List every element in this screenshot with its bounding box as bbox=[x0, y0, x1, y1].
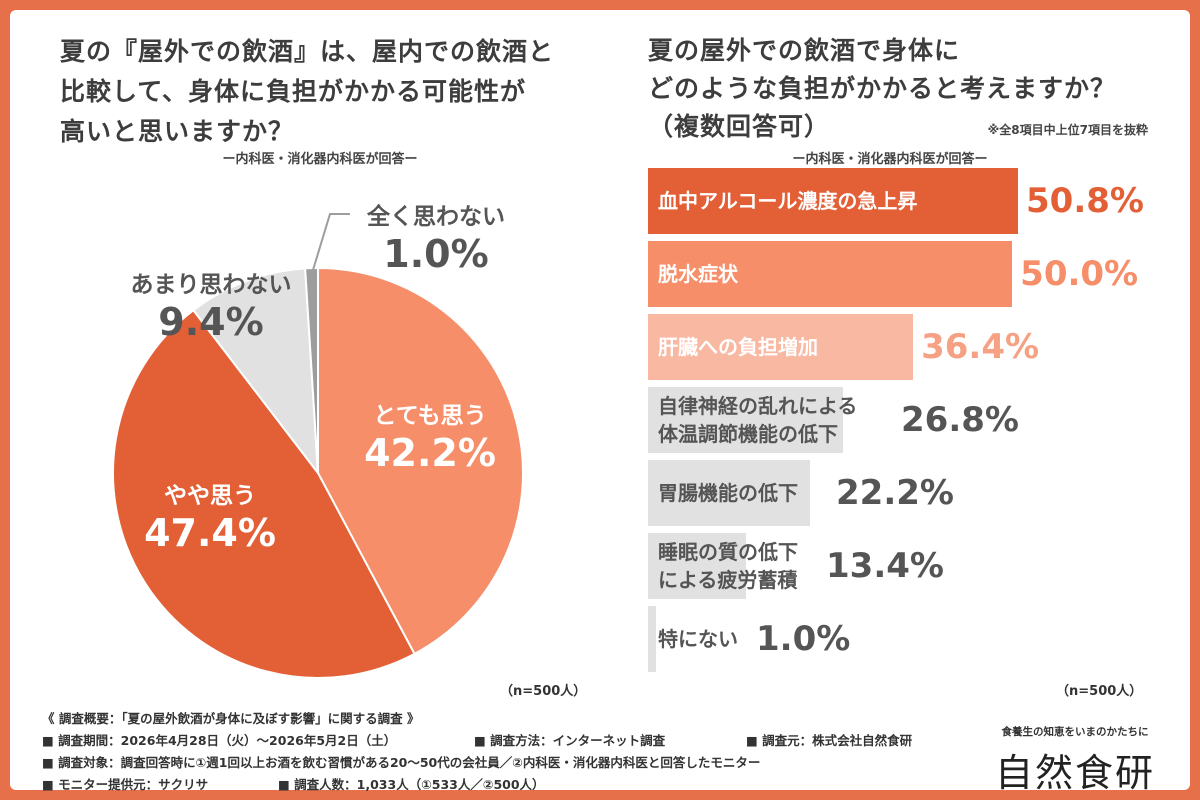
bar-category-label: 肝臓への負担増加 bbox=[658, 335, 818, 359]
survey-title: 《 調査概要：「夏の屋外飲酒が身体に及ぼす影響」に関する調査 》 bbox=[42, 711, 420, 726]
pie-respondent-note: ー内科医・消化器内科医が回答ー bbox=[222, 152, 418, 167]
bar-selection-note: ※全8項目中上位7項目を抜粋 bbox=[987, 123, 1148, 137]
bar-fill bbox=[648, 387, 844, 453]
bar-sample-size: （n=500人） bbox=[1056, 684, 1143, 699]
pie-value-label: 1.0% bbox=[383, 232, 489, 276]
pie-label-mattaku-omowanai: 全く思わない 1.0% bbox=[336, 203, 536, 277]
pie-value-label: 42.2% bbox=[364, 431, 496, 475]
bar-respondent-note: ー内科医・消化器内科医が回答ー bbox=[792, 152, 988, 167]
pie-category-label: あまり思わない bbox=[130, 272, 292, 298]
pie-label-totemo-omou: とても思う 42.2% bbox=[330, 402, 530, 476]
bar-category-label: 血中アルコール濃度の急上昇 bbox=[658, 189, 918, 213]
survey-method: ■ 調査方法：インターネット調査 bbox=[474, 733, 666, 748]
bar-row: 睡眠の質の低下 による疲労蓄積 13.4% bbox=[648, 533, 1168, 599]
survey-target: ■ 調査対象：調査回答時に①週1回以上お酒を飲む習慣がある20～50代の会社員／… bbox=[42, 755, 761, 770]
bar-value-label: 36.4% bbox=[921, 327, 1040, 367]
bar-fill bbox=[648, 533, 746, 599]
bar-category-label: 脱水症状 bbox=[658, 262, 738, 286]
bar-row: 胃腸機能の低下 22.2% bbox=[648, 460, 1168, 526]
bar-row: 肝臓への負担増加 36.4% bbox=[648, 314, 1168, 380]
pie-label-amari-omowanai: あまり思わない 9.4% bbox=[96, 271, 326, 345]
bar-value-label: 22.2% bbox=[836, 473, 954, 513]
pie-question-title: 夏の『屋外での飲酒』は、屋内での飲酒と 比較して、身体に負担がかかる可能性が 高… bbox=[60, 37, 555, 146]
pie-slice-mattaku-omowanai bbox=[304, 266, 319, 474]
pie-leader-line bbox=[312, 213, 350, 271]
bar-value-label: 1.0% bbox=[756, 619, 851, 659]
pie-slice-yaya-omou bbox=[111, 308, 416, 679]
pie-category-label: とても思う bbox=[373, 403, 487, 429]
pie-category-label: やや思う bbox=[164, 483, 256, 509]
bar-value-label: 50.0% bbox=[1020, 254, 1139, 294]
brand-logo: 自然食研 bbox=[994, 751, 1155, 795]
bar-category-label: 胃腸機能の低下 bbox=[658, 481, 798, 505]
pie-sample-size: （n=500人） bbox=[500, 684, 587, 699]
bar-row: 血中アルコール濃度の急上昇 50.8% bbox=[648, 168, 1168, 234]
bar-fill bbox=[648, 460, 810, 526]
survey-source: ■ 調査元：株式会社自然食研 bbox=[746, 733, 913, 748]
survey-period: ■ 調査期間：2026年4月28日（火）～2026年5月2日（土） bbox=[42, 733, 397, 748]
bar-category-label: 自律神経の乱れによる 体温調節機能の低下 bbox=[658, 394, 858, 446]
brand-tagline: 食養生の知恵をいまのかたちに bbox=[1001, 726, 1149, 738]
bar-row: 特にない 1.0% bbox=[648, 606, 1168, 672]
bar-fill bbox=[648, 314, 914, 380]
bar-value-label: 26.8% bbox=[901, 400, 1019, 440]
pie-value-label: 47.4% bbox=[144, 511, 276, 555]
bar-value-label: 50.8% bbox=[1026, 181, 1144, 221]
pie-slice-amari-omowanai bbox=[191, 267, 320, 477]
pie-slice-totemo-omou bbox=[317, 266, 524, 656]
bar-category-label: 特にない bbox=[658, 627, 738, 651]
survey-monitor-provider: ■ モニター提供元：サクリサ bbox=[42, 777, 209, 792]
pie-label-yaya-omou: やや思う 47.4% bbox=[110, 482, 310, 556]
bar-question-title: 夏の屋外での飲酒で身体に どのような負担がかかると考えますか？ （複数回答可） bbox=[648, 36, 1117, 141]
survey-count: ■ 調査人数：1,033人（①533人／②500人） bbox=[278, 777, 545, 792]
bar-value-label: 13.4% bbox=[826, 546, 944, 586]
bar-fill bbox=[648, 606, 656, 672]
bar-category-label: 睡眠の質の低下 による疲労蓄積 bbox=[658, 540, 798, 592]
bar-row: 自律神経の乱れによる 体温調節機能の低下 26.8% bbox=[648, 387, 1168, 453]
bar-fill bbox=[648, 241, 1013, 307]
pie-value-label: 9.4% bbox=[158, 300, 264, 344]
bar-row: 脱水症状 50.0% bbox=[648, 241, 1168, 307]
pie-category-label: 全く思わない bbox=[367, 204, 505, 230]
bar-fill bbox=[648, 168, 1018, 234]
